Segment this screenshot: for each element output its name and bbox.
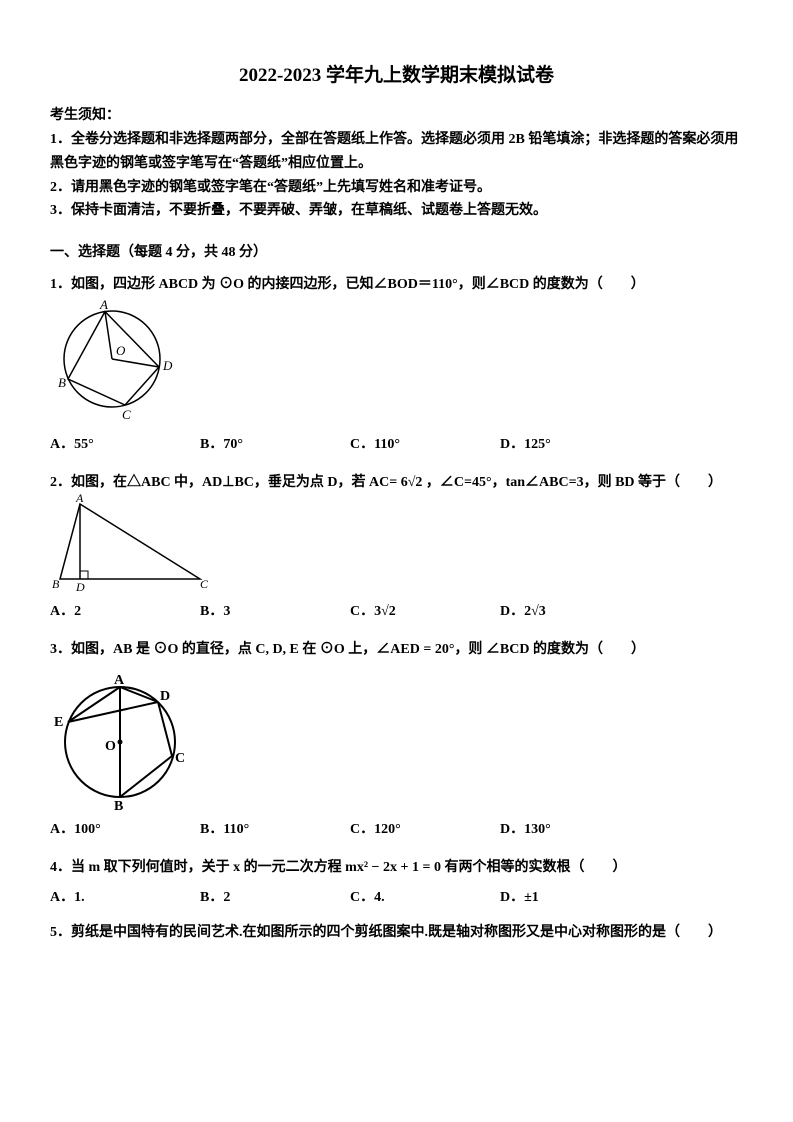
svg-text:D: D <box>160 689 170 704</box>
q3-opt-d: D．130° <box>500 818 650 842</box>
svg-text:B: B <box>58 375 66 390</box>
notice-line-1: 1．全卷分选择题和非选择题两部分，全部在答题纸上作答。选择题必须用 2B 铅笔填… <box>50 128 743 176</box>
svg-text:C: C <box>122 407 131 422</box>
q3-stem: 3．如图，AB 是 ⊙O 的直径，点 C, D, E 在 ⊙O 上，∠AED =… <box>50 638 743 662</box>
q1-figure: A D B C O <box>50 297 185 427</box>
svg-text:O: O <box>116 343 126 358</box>
question-1: 1．如图，四边形 ABCD 为 ⊙O 的内接四边形，已知∠BOD＝110°，则∠… <box>50 273 743 457</box>
q3-opt-a: A．100° <box>50 818 200 842</box>
svg-text:E: E <box>54 715 63 730</box>
svg-text:A: A <box>99 297 108 312</box>
question-3: 3．如图，AB 是 ⊙O 的直径，点 C, D, E 在 ⊙O 上，∠AED =… <box>50 638 743 842</box>
q1-opt-c: C．110° <box>350 433 500 457</box>
q3-options: A．100° B．110° C．120° D．130° <box>50 818 743 842</box>
q2-opt-b: B．3 <box>200 600 350 624</box>
question-5: 5．剪纸是中国特有的民间艺术.在如图所示的四个剪纸图案中.既是轴对称图形又是中心… <box>50 921 743 945</box>
q2-opt-c: C．3√2 <box>350 600 500 624</box>
section-1-heading: 一、选择题（每题 4 分，共 48 分） <box>50 241 743 265</box>
q1-options: A．55° B．70° C．110° D．125° <box>50 433 743 457</box>
q4-stem: 4．当 m 取下列何值时，关于 x 的一元二次方程 mx² − 2x + 1 =… <box>50 856 743 880</box>
q4-options: A．1. B．2 C．4. D．±1 <box>50 886 743 910</box>
q2-opt-d: D．2√3 <box>500 600 650 624</box>
q5-stem: 5．剪纸是中国特有的民间艺术.在如图所示的四个剪纸图案中.既是轴对称图形又是中心… <box>50 921 743 945</box>
q1-stem: 1．如图，四边形 ABCD 为 ⊙O 的内接四边形，已知∠BOD＝110°，则∠… <box>50 273 743 297</box>
notice-line-3: 3．保持卡面清洁，不要折叠，不要弄破、弄皱，在草稿纸、试题卷上答题无效。 <box>50 199 743 223</box>
q4-opt-a: A．1. <box>50 886 200 910</box>
q1-opt-a: A．55° <box>50 433 200 457</box>
svg-text:A: A <box>114 673 125 688</box>
question-2: 2．如图，在△ABC 中，AD⊥BC，垂足为点 D，若 AC= 6√2 ，∠C=… <box>50 471 743 625</box>
svg-text:B: B <box>114 799 123 812</box>
q2-options: A．2 B．3 C．3√2 D．2√3 <box>50 600 743 624</box>
svg-text:C: C <box>175 751 185 766</box>
svg-text:C: C <box>200 577 209 591</box>
notice-line-2: 2．请用黑色字迹的钢笔或签字笔在“答题纸”上先填写姓名和准考证号。 <box>50 176 743 200</box>
q2-opt-a: A．2 <box>50 600 200 624</box>
q4-opt-c: C．4. <box>350 886 500 910</box>
q3-opt-b: B．110° <box>200 818 350 842</box>
svg-text:O: O <box>105 739 116 754</box>
q3-figure: A B C D E O <box>50 672 190 812</box>
q1-opt-d: D．125° <box>500 433 650 457</box>
svg-text:D: D <box>75 580 85 594</box>
q4-opt-b: B．2 <box>200 886 350 910</box>
question-4: 4．当 m 取下列何值时，关于 x 的一元二次方程 mx² − 2x + 1 =… <box>50 856 743 910</box>
q3-opt-c: C．120° <box>350 818 500 842</box>
svg-text:B: B <box>52 577 60 591</box>
svg-text:A: A <box>75 494 84 505</box>
q1-opt-b: B．70° <box>200 433 350 457</box>
svg-text:D: D <box>162 358 173 373</box>
q2-figure: A B C D <box>50 494 220 594</box>
notice-heading: 考生须知： <box>50 104 743 128</box>
q2-stem: 2．如图，在△ABC 中，AD⊥BC，垂足为点 D，若 AC= 6√2 ，∠C=… <box>50 471 743 495</box>
page-title: 2022-2023 学年九上数学期末模拟试卷 <box>50 60 743 92</box>
q4-opt-d: D．±1 <box>500 886 650 910</box>
